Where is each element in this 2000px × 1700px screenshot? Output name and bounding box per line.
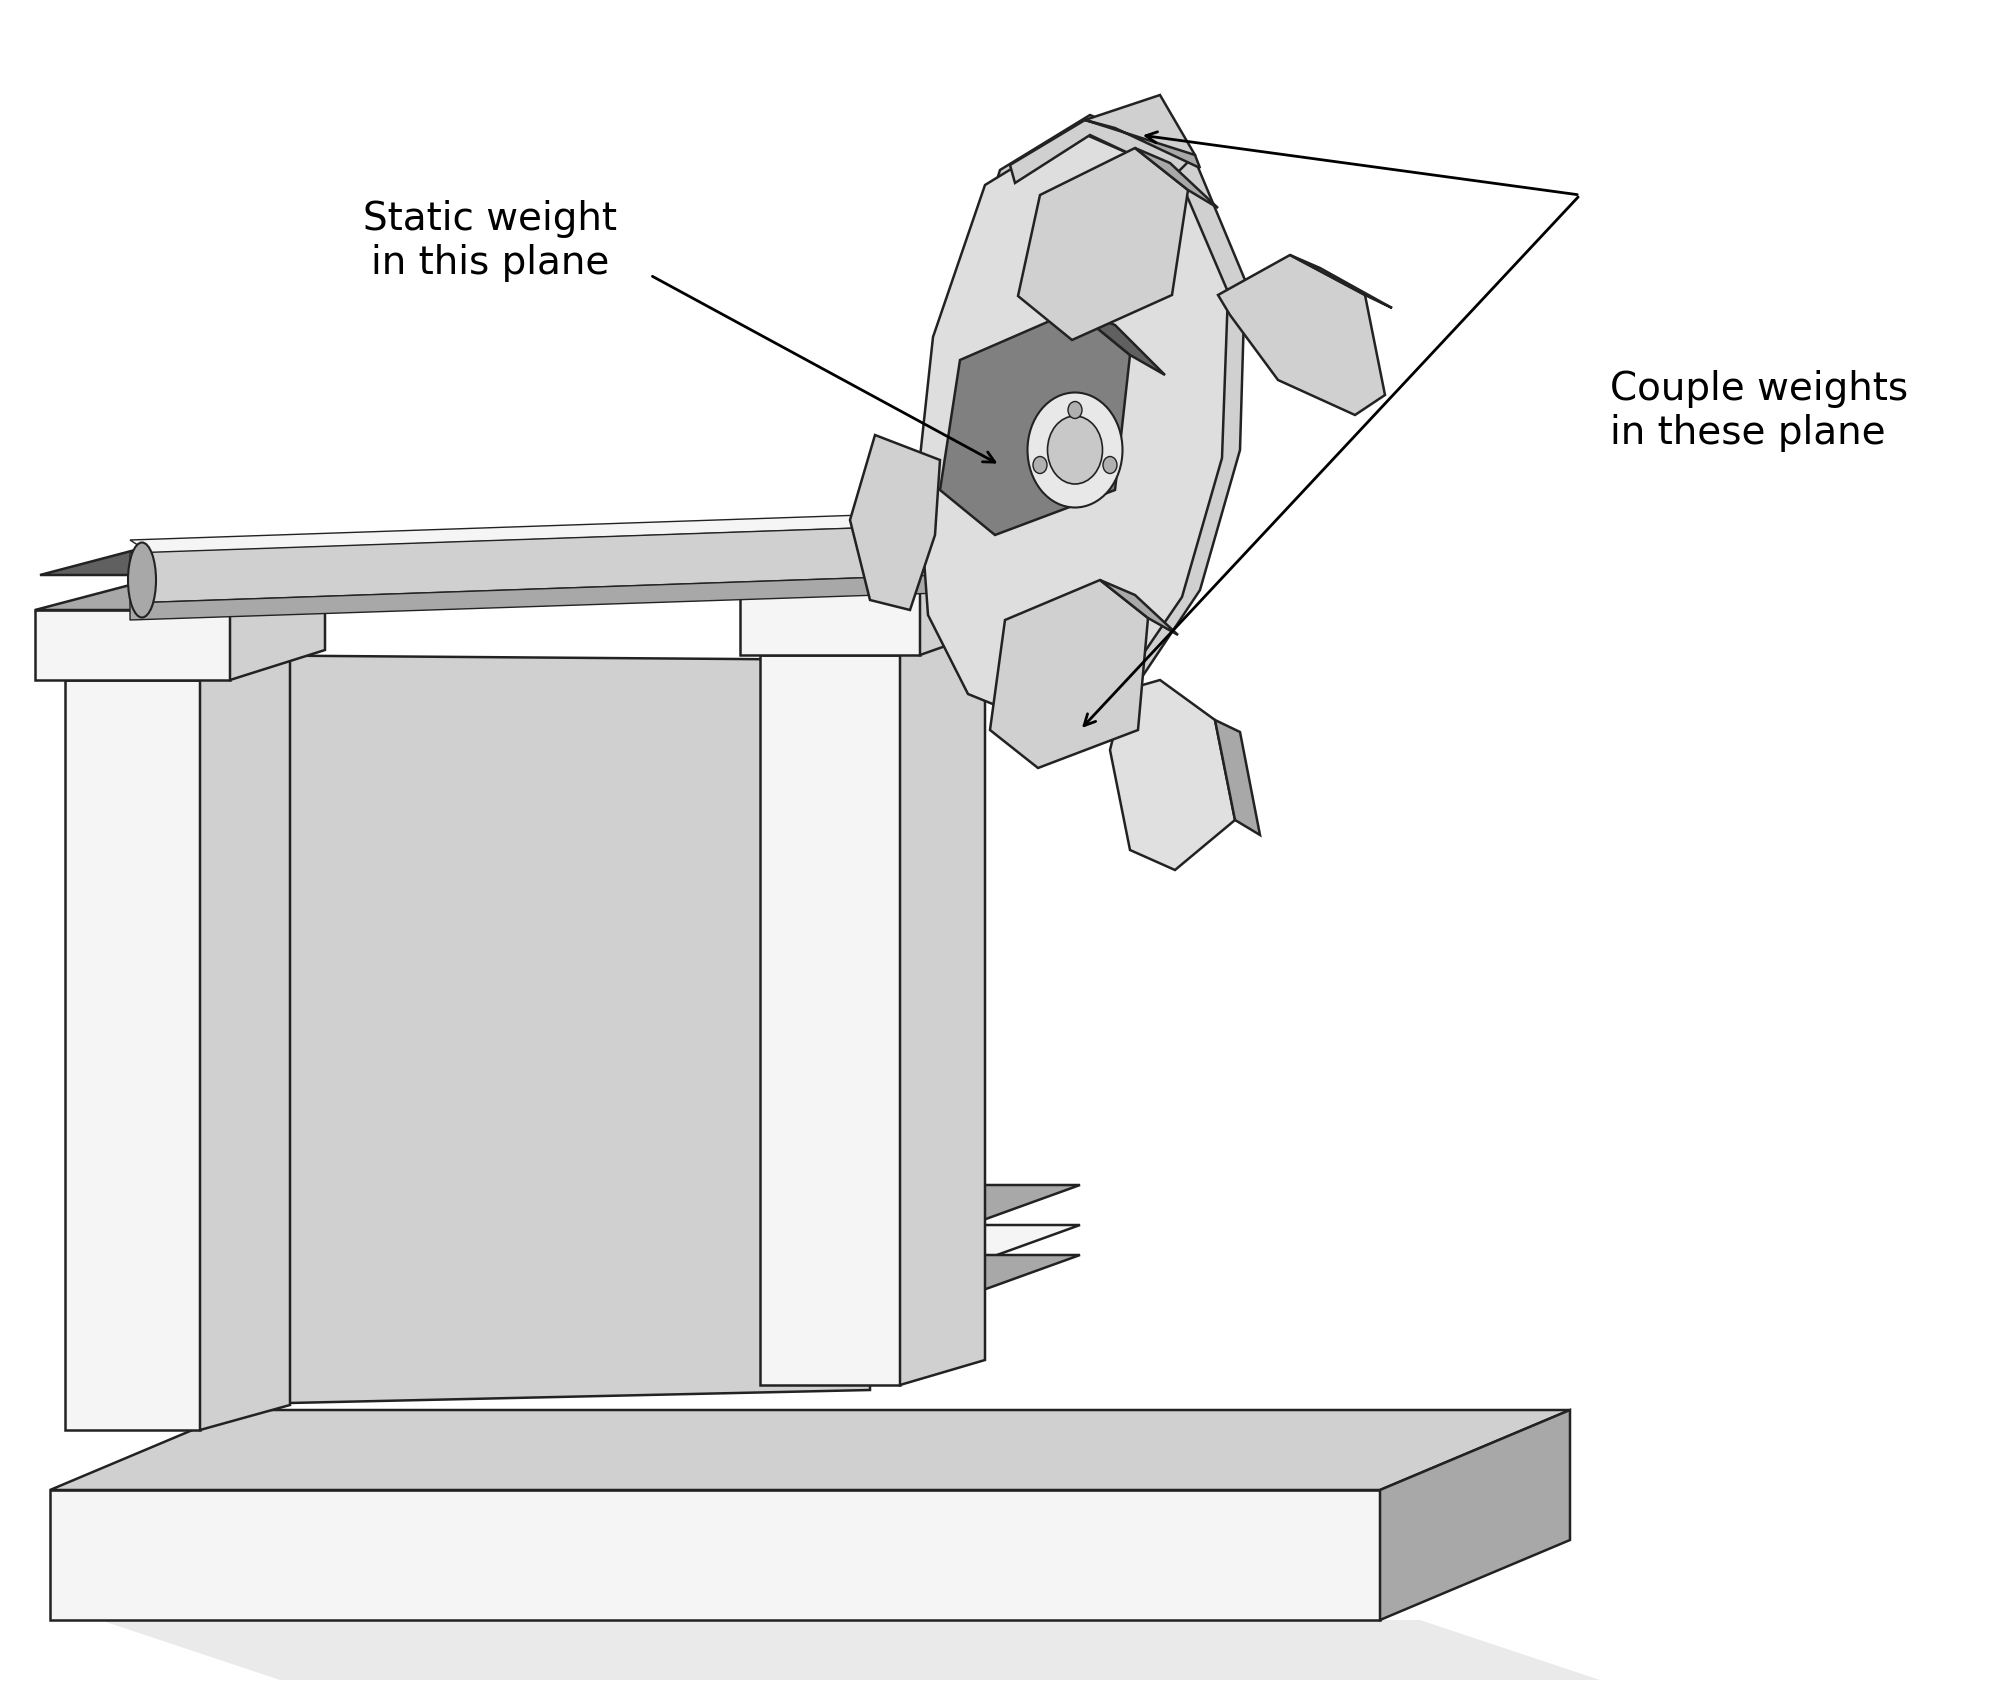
Polygon shape [1076, 309, 1164, 376]
Polygon shape [1100, 580, 1178, 636]
Polygon shape [1084, 121, 1200, 168]
Polygon shape [760, 631, 984, 655]
Polygon shape [50, 1489, 1380, 1620]
Polygon shape [36, 585, 324, 610]
Polygon shape [130, 510, 1030, 552]
Polygon shape [240, 1185, 1080, 1250]
Polygon shape [36, 610, 230, 680]
Polygon shape [760, 654, 900, 1386]
Polygon shape [230, 585, 324, 680]
Polygon shape [1110, 680, 1236, 870]
Polygon shape [1018, 148, 1188, 340]
Polygon shape [740, 554, 1006, 580]
Polygon shape [240, 1255, 1080, 1319]
Ellipse shape [1032, 457, 1048, 474]
Polygon shape [940, 309, 1130, 536]
Polygon shape [1290, 255, 1392, 308]
Polygon shape [1216, 721, 1260, 835]
Polygon shape [50, 1409, 1570, 1489]
Text: Couple weights
in these plane: Couple weights in these plane [1610, 371, 1908, 452]
Polygon shape [1010, 95, 1196, 184]
Text: Static weight
in this plane: Static weight in this plane [364, 201, 616, 282]
Polygon shape [130, 522, 1030, 604]
Polygon shape [920, 554, 1006, 654]
Polygon shape [130, 571, 1030, 620]
Ellipse shape [128, 542, 156, 617]
Polygon shape [850, 435, 940, 610]
Polygon shape [64, 680, 200, 1430]
Polygon shape [64, 654, 290, 680]
Polygon shape [744, 525, 1010, 551]
Polygon shape [40, 551, 330, 575]
Polygon shape [1380, 1409, 1570, 1620]
Polygon shape [900, 631, 984, 1386]
Polygon shape [240, 1226, 1080, 1290]
Polygon shape [740, 580, 920, 654]
Ellipse shape [1048, 416, 1102, 484]
Polygon shape [918, 129, 1228, 724]
Polygon shape [936, 116, 1244, 721]
Polygon shape [1020, 490, 1080, 524]
Ellipse shape [1008, 513, 1032, 573]
Ellipse shape [1104, 457, 1116, 474]
Polygon shape [100, 1620, 1600, 1680]
Polygon shape [1136, 148, 1218, 207]
Polygon shape [1020, 502, 1084, 554]
Polygon shape [990, 580, 1148, 768]
Polygon shape [200, 654, 870, 1404]
Polygon shape [200, 654, 290, 1430]
Polygon shape [1218, 255, 1384, 415]
Ellipse shape [1068, 401, 1082, 418]
Ellipse shape [1028, 393, 1122, 508]
